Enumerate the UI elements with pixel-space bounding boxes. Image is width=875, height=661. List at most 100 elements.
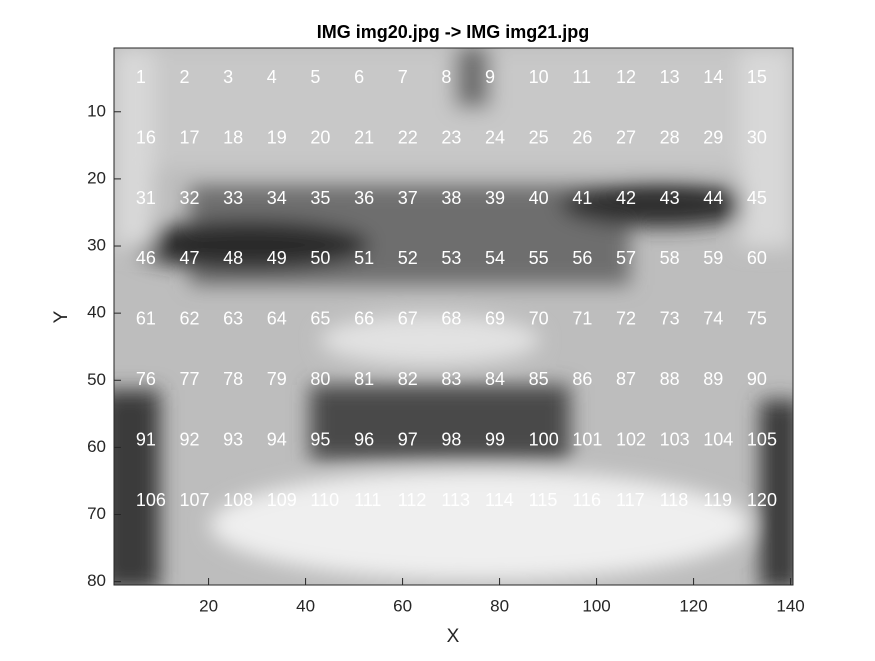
point-label: 49 [267, 248, 287, 268]
point-label: 114 [485, 490, 514, 510]
point-label: 53 [441, 248, 461, 268]
point-label: 50 [310, 248, 330, 268]
point-label: 63 [223, 309, 243, 329]
point-label: 18 [223, 127, 243, 147]
y-tick-label: 70 [87, 504, 106, 523]
point-label: 38 [441, 188, 461, 208]
point-label: 120 [747, 490, 777, 510]
point-label: 93 [223, 429, 243, 449]
point-label: 31 [136, 188, 156, 208]
point-label: 41 [572, 188, 592, 208]
point-label: 21 [354, 127, 374, 147]
point-label: 86 [572, 369, 592, 389]
point-label: 66 [354, 309, 374, 329]
point-label: 59 [703, 248, 723, 268]
point-label: 11 [572, 67, 591, 87]
x-tick-label: 120 [679, 596, 707, 615]
point-label: 10 [529, 67, 549, 87]
point-label: 23 [441, 127, 461, 147]
point-label: 118 [660, 490, 689, 510]
y-axis-label: Y [51, 310, 72, 323]
point-label: 94 [267, 429, 287, 449]
y-tick-label: 10 [87, 101, 106, 120]
y-tick-label: 60 [87, 437, 106, 456]
point-label: 24 [485, 127, 505, 147]
point-label: 87 [616, 369, 636, 389]
point-label: 9 [485, 67, 495, 87]
point-label: 60 [747, 248, 767, 268]
point-label: 71 [572, 309, 592, 329]
point-label: 102 [616, 429, 646, 449]
point-label: 96 [354, 429, 374, 449]
point-label: 81 [354, 369, 374, 389]
point-label: 25 [529, 127, 549, 147]
point-label: 42 [616, 188, 636, 208]
point-label: 15 [747, 67, 767, 87]
point-label: 2 [179, 67, 189, 87]
point-label: 74 [703, 309, 723, 329]
point-label: 116 [572, 490, 601, 510]
x-tick-label: 140 [776, 596, 804, 615]
point-label: 61 [136, 309, 156, 329]
point-label: 47 [179, 248, 199, 268]
x-axis-label: X [447, 626, 460, 647]
x-tick-label: 40 [296, 596, 315, 615]
y-tick-label: 80 [87, 571, 106, 590]
x-tick-label: 20 [199, 596, 218, 615]
point-label: 65 [310, 309, 330, 329]
y-tick-label: 20 [87, 168, 106, 187]
point-label: 46 [136, 248, 156, 268]
point-label: 4 [267, 67, 277, 87]
point-label: 105 [747, 429, 777, 449]
chart-title: IMG img20.jpg -> IMG img21.jpg [317, 22, 590, 42]
point-label: 89 [703, 369, 723, 389]
point-label: 82 [398, 369, 418, 389]
axes-box [113, 47, 794, 586]
point-label: 32 [179, 188, 199, 208]
point-label: 80 [310, 369, 330, 389]
point-label: 19 [267, 127, 287, 147]
point-label: 7 [398, 67, 408, 87]
point-label: 64 [267, 309, 287, 329]
point-label: 48 [223, 248, 243, 268]
point-label: 97 [398, 429, 418, 449]
point-label: 45 [747, 188, 767, 208]
point-label: 70 [529, 309, 549, 329]
point-label: 55 [529, 248, 549, 268]
point-label: 57 [616, 248, 636, 268]
point-label: 103 [660, 429, 690, 449]
point-label: 88 [660, 369, 680, 389]
point-label: 99 [485, 429, 505, 449]
point-label: 30 [747, 127, 767, 147]
point-label: 92 [179, 429, 199, 449]
point-label: 69 [485, 309, 505, 329]
point-label: 85 [529, 369, 549, 389]
point-label: 113 [441, 490, 470, 510]
x-tick-label: 80 [490, 596, 509, 615]
x-tick-label: 60 [393, 596, 412, 615]
point-label: 76 [136, 369, 156, 389]
point-label: 44 [703, 188, 723, 208]
point-label: 33 [223, 188, 243, 208]
point-label: 100 [529, 429, 559, 449]
point-label: 26 [572, 127, 592, 147]
point-label: 14 [703, 67, 723, 87]
point-label: 56 [572, 248, 592, 268]
point-label: 91 [136, 429, 156, 449]
point-label: 62 [179, 309, 199, 329]
point-label: 12 [616, 67, 636, 87]
point-label: 67 [398, 309, 418, 329]
y-tick-label: 40 [87, 303, 106, 322]
point-label: 84 [485, 369, 505, 389]
point-label: 28 [660, 127, 680, 147]
point-label: 109 [267, 490, 297, 510]
point-label: 75 [747, 309, 767, 329]
point-label: 8 [441, 67, 451, 87]
point-label: 13 [660, 67, 680, 87]
point-label: 119 [703, 490, 732, 510]
point-label: 115 [529, 490, 558, 510]
point-label: 5 [310, 67, 320, 87]
point-label: 73 [660, 309, 680, 329]
point-label: 77 [179, 369, 199, 389]
